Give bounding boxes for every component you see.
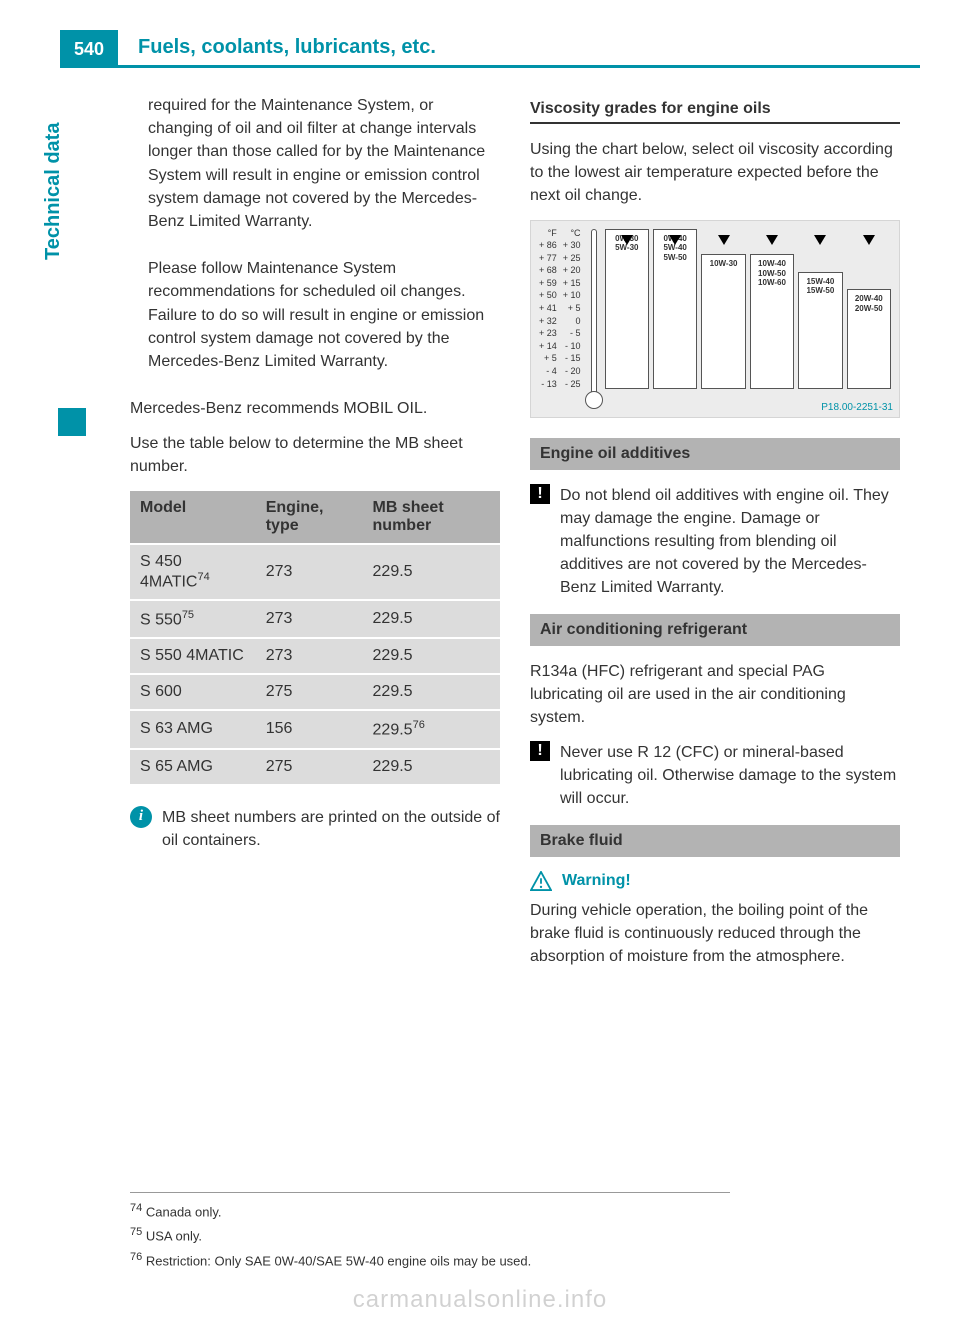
side-tab-block <box>58 408 86 436</box>
header-bar: 540 Fuels, coolants, lubricants, etc. <box>60 30 960 68</box>
chart-c-scale: °C+ 30+ 25+ 20+ 15+ 10+ 5 0- 5- 10- 15- … <box>563 229 583 389</box>
table-row: S 550 4MATIC273229.5 <box>130 638 500 674</box>
info-text: MB sheet numbers are printed on the outs… <box>162 806 500 852</box>
note-text: Do not blend oil additives with engine o… <box>560 484 900 600</box>
info-note: i MB sheet numbers are printed on the ou… <box>130 806 500 852</box>
exclamation-note: ! Never use R 12 (CFC) or mineral-based … <box>530 741 900 811</box>
bullet-paragraph: Please follow Maintenance System recomme… <box>130 257 500 385</box>
para-text: required for the Maintenance System, or … <box>148 94 500 233</box>
table-row: S 63 AMG156229.576 <box>130 710 500 748</box>
watermark: carmanualsonline.info <box>353 1286 607 1314</box>
exclamation-icon: ! <box>530 741 550 761</box>
chart-f-scale: °F+ 86+ 77+ 68+ 59+ 50+ 41+ 32+ 23+ 14+ … <box>539 229 559 389</box>
para-text: R134a (HFC) refrigerant and special PAG … <box>530 660 900 730</box>
para-text: Using the chart below, select oil viscos… <box>530 138 900 208</box>
section-heading: Engine oil additives <box>530 438 900 470</box>
page-number: 540 <box>60 30 118 68</box>
exclamation-note: ! Do not blend oil additives with engine… <box>530 484 900 600</box>
exclamation-icon: ! <box>530 484 550 504</box>
chart-code: P18.00-2251-31 <box>821 402 893 413</box>
info-icon: i <box>130 806 152 828</box>
table-row: S 450 4MATIC74273229.5 <box>130 544 500 600</box>
header-title: Fuels, coolants, lubricants, etc. <box>118 30 456 68</box>
viscosity-chart: °F+ 86+ 77+ 68+ 59+ 50+ 41+ 32+ 23+ 14+ … <box>530 220 900 418</box>
warning-text: During vehicle operation, the boiling po… <box>530 899 900 969</box>
footnotes: 74 Canada only. 75 USA only. 76 Restrict… <box>130 1192 730 1272</box>
para-text: Mercedes-Benz recommends MOBIL OIL. <box>130 397 500 420</box>
warning-triangle-icon <box>530 871 552 891</box>
table-row: S 600275229.5 <box>130 674 500 710</box>
side-tab-label: Technical data <box>42 123 65 260</box>
warning-header: Warning! <box>530 871 900 891</box>
section-heading: Brake fluid <box>530 825 900 857</box>
table-header: MB sheet number <box>363 491 500 544</box>
footnote: 74 Canada only. <box>130 1199 730 1223</box>
thermometer-icon <box>587 229 601 409</box>
table-row: S 55075273229.5 <box>130 600 500 638</box>
table-row: S 65 AMG275229.5 <box>130 749 500 785</box>
warning-box: Warning! During vehicle operation, the b… <box>530 871 900 969</box>
para-text: Please follow Maintenance System recomme… <box>148 257 500 373</box>
left-column: required for the Maintenance System, or … <box>130 94 500 980</box>
footnote: 76 Restriction: Only SAE 0W-40/SAE 5W-40… <box>130 1248 730 1272</box>
footnote: 75 USA only. <box>130 1223 730 1247</box>
note-text: Never use R 12 (CFC) or mineral-based lu… <box>560 741 900 811</box>
subheading: Viscosity grades for engine oils <box>530 100 900 124</box>
para-text: Use the table below to determine the MB … <box>130 432 500 478</box>
chart-bars: 0W-305W-300W-405W-405W-5010W-3010W-4010W… <box>605 229 891 389</box>
warning-label: Warning! <box>562 872 631 890</box>
bullet-paragraph: required for the Maintenance System, or … <box>130 94 500 245</box>
header-rule <box>456 30 920 68</box>
section-heading: Air conditioning refrigerant <box>530 614 900 646</box>
right-column: Viscosity grades for engine oils Using t… <box>530 94 900 980</box>
table-header: Engine, type <box>256 491 363 544</box>
table-header: Model <box>130 491 256 544</box>
content-columns: required for the Maintenance System, or … <box>130 94 900 980</box>
mb-sheet-table: Model Engine, type MB sheet number S 450… <box>130 491 500 786</box>
